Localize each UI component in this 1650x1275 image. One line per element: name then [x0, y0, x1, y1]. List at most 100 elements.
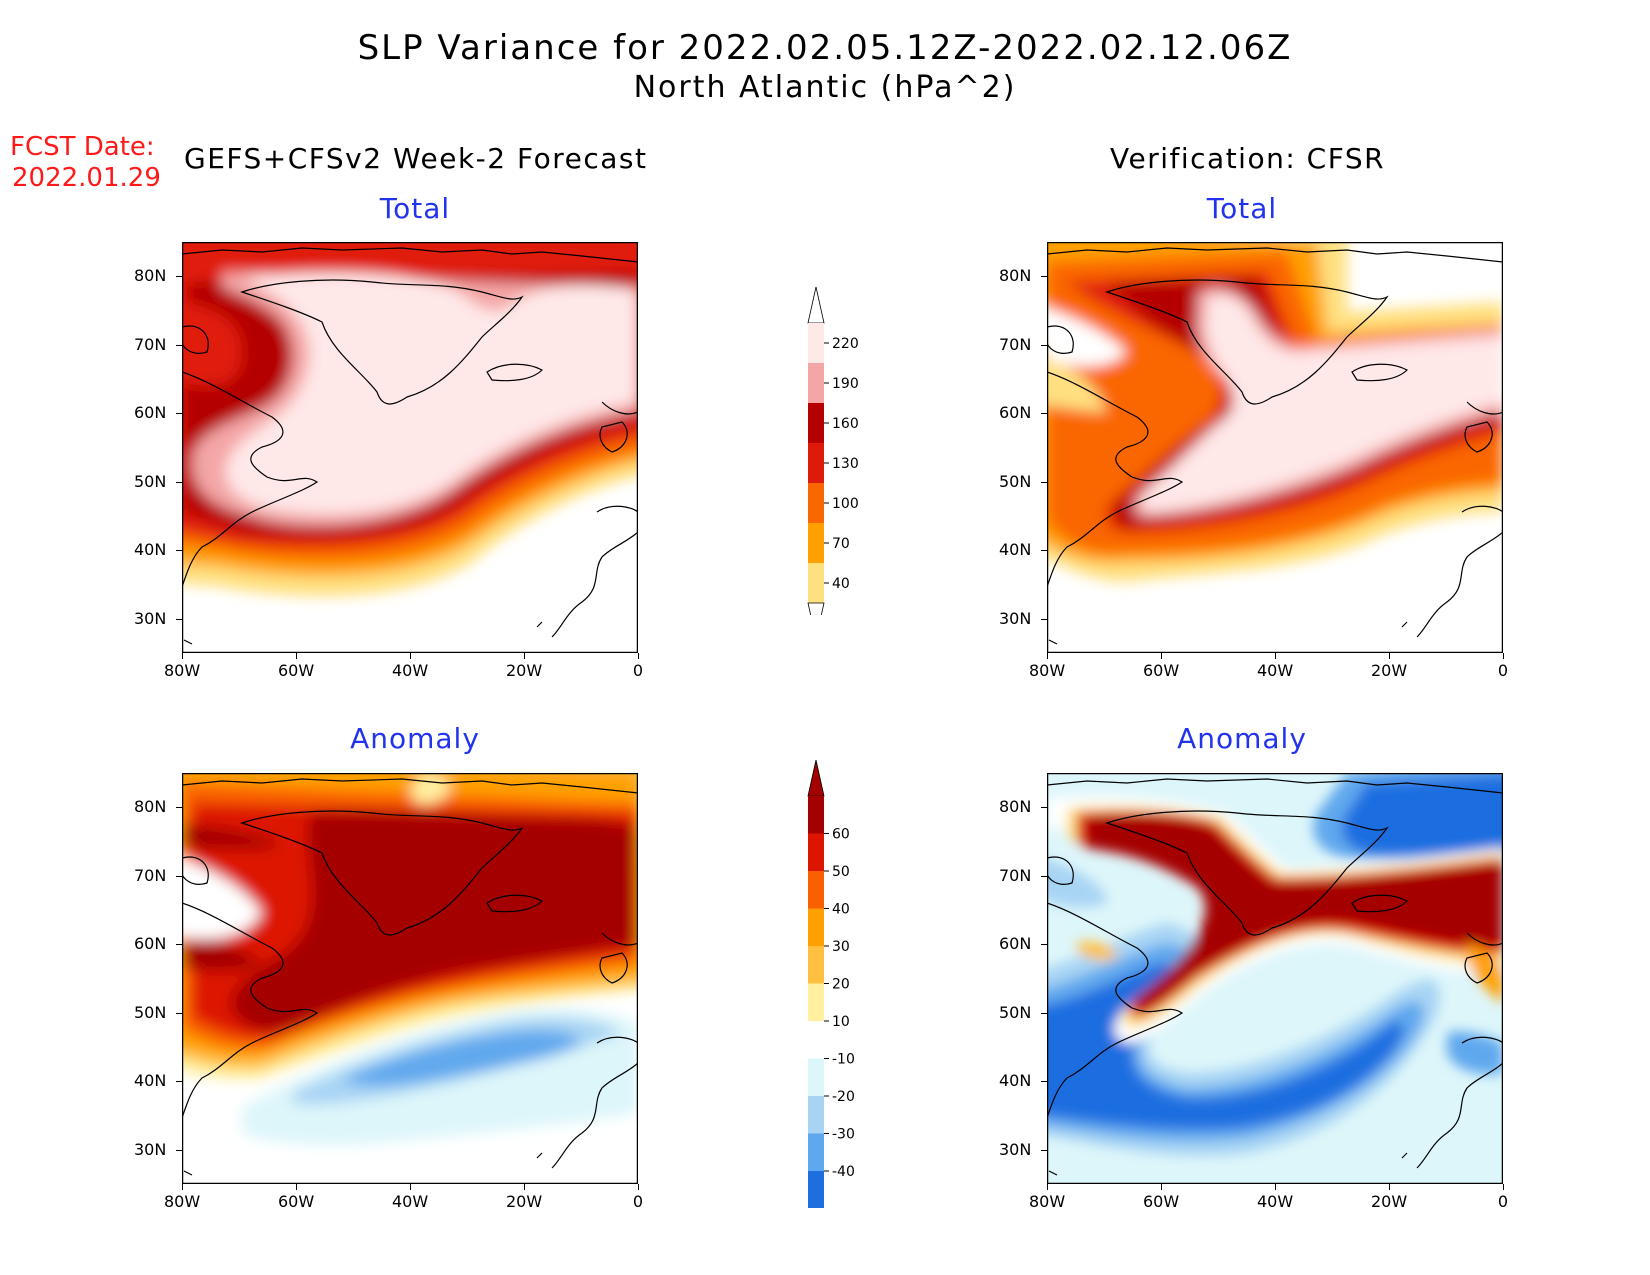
lat-tick-label: 40N: [134, 540, 167, 560]
lon-tick-mark: [1047, 653, 1048, 659]
lon-tick-label: 0: [1497, 1192, 1509, 1211]
colorbar-label: 130: [832, 456, 859, 472]
lat-tick-mark: [1041, 1081, 1047, 1083]
lat-tick-mark: [1041, 807, 1047, 809]
lat-tick-mark: [1041, 1149, 1047, 1151]
lat-tick-label: 50N: [999, 1002, 1032, 1022]
coastlines: [182, 247, 638, 645]
lat-tick-label: 80N: [134, 266, 167, 286]
colorbar-segment: [808, 833, 824, 871]
colorbar-segment: [808, 1021, 824, 1059]
colorbar-segment: [808, 523, 824, 563]
lat-tick-mark: [1041, 276, 1047, 278]
lon-tick-label: 20W: [506, 661, 543, 680]
lon-tick-label: 40W: [392, 661, 429, 680]
lat-tick-mark: [176, 1149, 182, 1151]
main-subtitle: North Atlantic (hPa^2): [633, 70, 1017, 105]
colorbar-label: 10: [832, 1014, 850, 1030]
lon-tick-label: 60W: [1143, 661, 1180, 680]
lat-tick-label: 30N: [134, 608, 167, 628]
lon-tick-label: 60W: [278, 1192, 315, 1211]
coastlines: [1047, 247, 1503, 645]
lon-tick-label: 0: [632, 661, 644, 680]
lon-tick-label: 60W: [1143, 1192, 1180, 1211]
colorbar-segment: [808, 1058, 824, 1096]
colorbar-segment: [808, 323, 824, 363]
lat-tick-label: 60N: [999, 403, 1032, 423]
colorbar-label: -20: [832, 1089, 855, 1105]
verification-column-title: Verification: CFSR: [1110, 142, 1386, 175]
lon-tick-label: 20W: [506, 1192, 543, 1211]
lat-tick-mark: [1041, 481, 1047, 483]
lat-tick-label: 80N: [999, 266, 1032, 286]
verification-anomaly-map: [1047, 773, 1503, 1184]
forecast-anomaly-map: [182, 773, 638, 1184]
colorbar-segment: [808, 1133, 824, 1171]
colorbar-segment: [808, 483, 824, 523]
colorbar-segment: [808, 908, 824, 946]
colorbar-label: -40: [832, 1164, 855, 1180]
anomaly-colorbar: 60 50 40 30 20 10 -10 -20 -30 -40: [807, 759, 855, 1208]
colorbar-segment: [808, 403, 824, 443]
lon-tick-mark: [296, 1184, 297, 1190]
colorbar-segment: [808, 563, 824, 603]
forecast-column-title: GEFS+CFSv2 Week-2 Forecast: [184, 142, 648, 175]
lon-tick-label: 80W: [164, 1192, 201, 1211]
lon-tick-mark: [638, 1184, 639, 1190]
colorbar-segment: [808, 871, 824, 909]
lon-tick-mark: [182, 653, 183, 659]
colorbar-segment: [808, 946, 824, 984]
lat-tick-label: 60N: [999, 934, 1032, 954]
lat-tick-label: 40N: [134, 1071, 167, 1091]
lat-tick-mark: [1041, 875, 1047, 877]
colorbar-bottom-arrow: [807, 602, 825, 615]
colorbar-segment: [808, 1096, 824, 1134]
colorbar-label: 30: [832, 939, 850, 955]
lon-tick-mark: [638, 653, 639, 659]
colorbar-segment: [808, 983, 824, 1021]
colorbar-label: 50: [832, 864, 850, 880]
lat-tick-label: 40N: [999, 1071, 1032, 1091]
lon-tick-mark: [1503, 1184, 1504, 1190]
lon-tick-mark: [296, 653, 297, 659]
colorbar-label: 100: [832, 496, 859, 512]
variance-field: [1047, 242, 1503, 653]
lat-tick-label: 60N: [134, 403, 167, 423]
lat-tick-mark: [1041, 1012, 1047, 1014]
colorbar-segment: [808, 443, 824, 483]
lat-tick-mark: [176, 550, 182, 552]
lon-tick-label: 60W: [278, 661, 315, 680]
colorbar-label: 70: [832, 536, 850, 552]
lat-tick-label: 70N: [999, 334, 1032, 354]
lat-tick-mark: [1041, 413, 1047, 415]
verification-total-title: Total: [1206, 192, 1278, 225]
coastlines: [182, 778, 638, 1176]
lon-tick-label: 40W: [392, 1192, 429, 1211]
lat-tick-mark: [1041, 618, 1047, 620]
lon-tick-mark: [524, 653, 525, 659]
colorbar-label: 190: [832, 376, 859, 392]
lon-tick-label: 80W: [1029, 661, 1066, 680]
colorbar-label: 160: [832, 416, 859, 432]
lon-tick-mark: [1161, 653, 1162, 659]
main-title: SLP Variance for 2022.02.05.12Z-2022.02.…: [357, 28, 1293, 68]
lat-tick-mark: [1041, 344, 1047, 346]
colorbar-top-arrow: [807, 759, 825, 797]
colorbar-label: 40: [832, 576, 850, 592]
lon-tick-mark: [524, 1184, 525, 1190]
colorbar-segment: [808, 796, 824, 834]
lon-tick-mark: [182, 1184, 183, 1190]
lon-tick-label: 80W: [164, 661, 201, 680]
anomaly-field: [182, 773, 638, 1184]
lat-tick-label: 60N: [134, 934, 167, 954]
colorbar-label: 40: [832, 902, 850, 918]
lon-tick-mark: [1275, 1184, 1276, 1190]
lon-tick-label: 20W: [1371, 1192, 1408, 1211]
lat-tick-mark: [176, 618, 182, 620]
lon-tick-label: 80W: [1029, 1192, 1066, 1211]
colorbar-label: 220: [832, 336, 859, 352]
lat-tick-mark: [176, 944, 182, 946]
lat-tick-label: 50N: [134, 1002, 167, 1022]
lat-tick-label: 30N: [134, 1139, 167, 1159]
lat-tick-label: 30N: [999, 1139, 1032, 1159]
